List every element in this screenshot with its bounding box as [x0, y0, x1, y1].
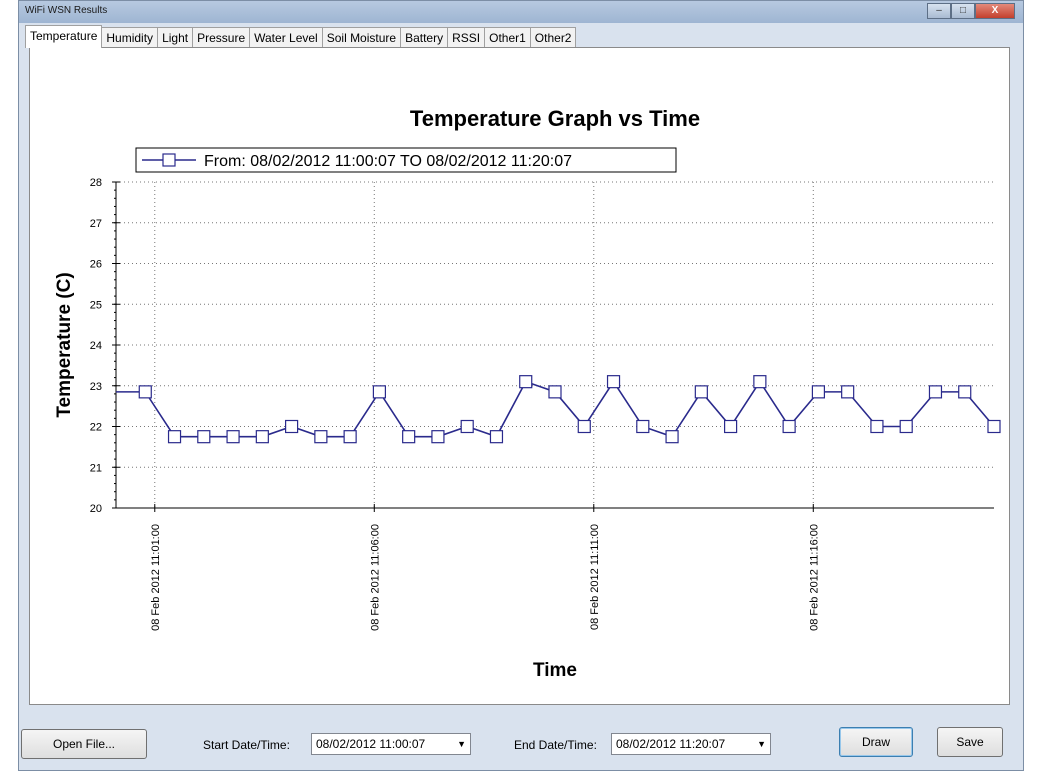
chevron-down-icon: ▼ — [757, 739, 766, 749]
y-tick-label: 26 — [90, 259, 102, 271]
tab-rssi[interactable]: RSSI — [447, 27, 486, 47]
y-tick-label: 23 — [90, 381, 102, 393]
data-point — [782, 419, 796, 434]
data-point — [402, 430, 416, 444]
y-tick-label: 27 — [90, 218, 102, 230]
tab-light[interactable]: Light — [157, 27, 194, 47]
app-window: WiFi WSN Results – □ X Temperature Humid… — [18, 0, 1024, 771]
data-point — [138, 385, 152, 399]
tab-pressure[interactable]: Pressure — [192, 27, 251, 47]
tab-other1[interactable]: Other1 — [484, 27, 531, 47]
tab-battery[interactable]: Battery — [400, 27, 449, 47]
save-button[interactable]: Save — [937, 727, 1003, 757]
temperature-chart: Temperature Graph vs Time 20 21 22 23 24 25 26 2… — [54, 106, 1001, 681]
chart-title: Temperature Graph vs Time — [410, 106, 700, 131]
chart-panel: Temperature Graph vs Time 20 21 22 23 24 25 26 2… — [29, 47, 1010, 705]
data-point — [665, 430, 679, 444]
data-point — [460, 419, 474, 434]
data-point — [723, 419, 738, 434]
data-point — [167, 430, 182, 444]
data-point — [548, 385, 562, 399]
tab-other2[interactable]: Other2 — [529, 27, 577, 47]
minimize-button[interactable]: – — [927, 3, 951, 19]
data-point — [197, 430, 211, 444]
data-point — [372, 385, 386, 399]
data-point — [928, 385, 943, 399]
data-point — [606, 375, 621, 389]
y-tick-label: 25 — [90, 299, 102, 311]
data-point — [899, 419, 913, 434]
tab-temperature[interactable]: Temperature — [25, 25, 103, 48]
y-axis-label: Temperature (C) — [54, 272, 75, 417]
tab-soil-moisture[interactable]: Soil Moisture — [321, 27, 402, 47]
data-point — [577, 419, 591, 434]
data-point — [694, 385, 708, 399]
open-file-button[interactable]: Open File... — [21, 729, 147, 759]
bottom-toolbar: Open File... Start Date/Time: 08/02/2012… — [19, 711, 1023, 761]
data-point — [811, 385, 826, 399]
x-tick-label: 08 Feb 2012 11:01:00 — [150, 524, 162, 631]
draw-button[interactable]: Draw — [839, 727, 913, 757]
x-axis-label: Time — [533, 660, 577, 681]
legend-marker — [162, 153, 176, 167]
window-title: WiFi WSN Results — [25, 5, 108, 16]
data-point — [870, 419, 884, 434]
data-point — [226, 430, 240, 444]
data-point — [314, 430, 328, 444]
data-point — [489, 430, 504, 444]
data-point — [987, 419, 1001, 434]
y-tick-label: 22 — [90, 422, 102, 434]
end-date-value: 08/02/2012 11:20:07 — [616, 737, 726, 751]
tab-humidity[interactable]: Humidity — [101, 27, 159, 47]
chevron-down-icon: ▼ — [457, 739, 466, 749]
data-point — [958, 385, 972, 399]
data-point — [753, 375, 767, 389]
data-point — [841, 385, 855, 399]
start-date-value: 08/02/2012 11:00:07 — [316, 737, 426, 751]
data-point — [431, 430, 445, 444]
y-tick-label: 28 — [90, 177, 102, 189]
tab-water-level[interactable]: Water Level — [249, 27, 323, 47]
x-tick-label: 08 Feb 2012 11:16:00 — [808, 524, 820, 631]
end-date-select[interactable]: 08/02/2012 11:20:07 ▼ — [611, 733, 771, 755]
tab-strip: Temperature Humidity Light Pressure Wate… — [25, 25, 577, 48]
start-date-label: Start Date/Time: — [203, 738, 290, 752]
data-point — [255, 430, 269, 444]
data-point — [636, 419, 650, 434]
x-tick-label: 08 Feb 2012 11:11:00 — [589, 524, 601, 630]
legend-label: From: 08/02/2012 11:00:07 TO 08/02/2012 … — [204, 153, 572, 170]
legend-box — [135, 147, 677, 173]
data-point — [519, 375, 533, 389]
y-tick-label: 24 — [90, 340, 102, 352]
data-point — [285, 419, 299, 434]
close-button[interactable]: X — [975, 3, 1015, 19]
data-point — [343, 430, 357, 444]
start-date-select[interactable]: 08/02/2012 11:00:07 ▼ — [311, 733, 471, 755]
y-tick-label: 21 — [90, 462, 102, 474]
title-bar[interactable]: WiFi WSN Results – □ X — [19, 1, 1023, 23]
x-tick-label: 08 Feb 2012 11:06:00 — [369, 524, 381, 631]
y-tick-label: 20 — [90, 503, 102, 515]
end-date-label: End Date/Time: — [514, 738, 597, 752]
maximize-button[interactable]: □ — [951, 3, 975, 19]
